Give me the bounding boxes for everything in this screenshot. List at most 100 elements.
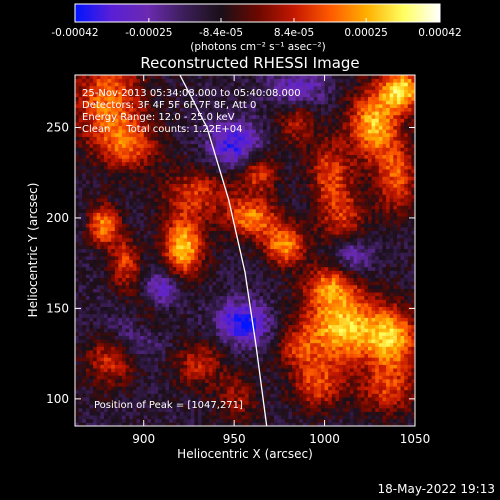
heatmap-cell: [187, 219, 192, 224]
heatmap-cell: [219, 223, 224, 228]
heatmap-cell: [197, 328, 202, 333]
heatmap-cell: [197, 187, 202, 192]
heatmap-cell: [194, 165, 199, 170]
heatmap-cell: [237, 216, 242, 221]
heatmap-cell: [187, 288, 192, 293]
heatmap-cell: [85, 404, 90, 409]
heatmap-cell: [219, 411, 224, 416]
heatmap-cell: [226, 89, 231, 94]
heatmap-cell: [118, 375, 123, 380]
heatmap-cell: [259, 335, 264, 340]
heatmap-cell: [183, 219, 188, 224]
heatmap-cell: [237, 82, 242, 87]
heatmap-cell: [147, 360, 152, 365]
heatmap-cell: [241, 89, 246, 94]
heatmap-cell: [179, 342, 184, 347]
heatmap-cell: [96, 389, 101, 394]
heatmap-cell: [78, 208, 83, 213]
heatmap-cell: [169, 150, 174, 156]
heatmap-cell: [179, 263, 184, 268]
heatmap-cell: [107, 393, 112, 398]
heatmap-cell: [150, 350, 155, 355]
heatmap-cell: [208, 93, 213, 98]
heatmap-cell: [179, 226, 184, 231]
heatmap-cell: [216, 125, 221, 130]
heatmap-cell: [197, 100, 202, 105]
heatmap-cell: [176, 198, 181, 203]
heatmap-cell: [140, 212, 145, 217]
heatmap-cell: [190, 339, 195, 344]
heatmap-cell: [176, 147, 181, 152]
heatmap-cell: [96, 114, 101, 119]
heatmap-cell: [187, 357, 192, 362]
heatmap-cell: [100, 147, 105, 152]
heatmap-cell: [169, 125, 174, 130]
heatmap-cell: [179, 382, 184, 387]
heatmap-cell: [169, 299, 174, 304]
heatmap-cell: [230, 103, 235, 108]
heatmap-cell: [125, 93, 130, 98]
heatmap-cell: [223, 263, 228, 268]
heatmap-cell: [230, 194, 235, 199]
heatmap-cell: [255, 208, 260, 213]
heatmap-cell: [103, 284, 108, 289]
heatmap-cell: [103, 140, 108, 145]
heatmap-cell: [114, 140, 119, 145]
heatmap-cell: [96, 136, 101, 141]
heatmap-cell: [114, 198, 119, 203]
heatmap-cell: [150, 122, 155, 127]
heatmap-cell: [75, 274, 80, 279]
heatmap-cell: [161, 386, 166, 391]
heatmap-cell: [197, 226, 202, 231]
heatmap-cell: [122, 183, 127, 188]
heatmap-cell: [103, 270, 108, 275]
heatmap-cell: [190, 324, 195, 329]
heatmap-cell: [161, 161, 166, 166]
heatmap-cell: [234, 378, 239, 383]
heatmap-cell: [96, 415, 101, 420]
heatmap-cell: [252, 371, 257, 376]
heatmap-cell: [179, 321, 184, 326]
heatmap-cell: [226, 140, 231, 145]
heatmap-cell: [82, 284, 87, 289]
heatmap-cell: [169, 368, 174, 373]
heatmap-cell: [136, 422, 141, 427]
heatmap-cell: [230, 252, 235, 257]
heatmap-cell: [248, 143, 253, 148]
heatmap-cell: [208, 404, 213, 409]
heatmap-cell: [82, 194, 87, 199]
heatmap-cell: [85, 292, 90, 297]
heatmap-cell: [205, 172, 210, 177]
heatmap-cell: [82, 201, 87, 206]
heatmap-cell: [96, 270, 101, 275]
heatmap-cell: [96, 299, 101, 304]
heatmap-cell: [125, 205, 130, 210]
heatmap-cell: [208, 161, 213, 166]
heatmap-cell: [103, 96, 108, 101]
heatmap-cell: [208, 194, 213, 199]
heatmap-cell: [93, 122, 98, 127]
heatmap-cell: [183, 418, 188, 423]
heatmap-cell: [248, 422, 253, 427]
heatmap-cell: [212, 310, 217, 315]
heatmap-cell: [103, 111, 108, 116]
heatmap-cell: [234, 364, 239, 369]
heatmap-cell: [154, 107, 159, 112]
heatmap-cell: [176, 172, 181, 177]
heatmap-cell: [122, 143, 127, 148]
heatmap-cell: [129, 194, 134, 199]
heatmap-cell: [248, 226, 253, 231]
heatmap-cell: [169, 201, 174, 206]
heatmap-cell: [150, 274, 155, 279]
heatmap-cell: [183, 208, 188, 213]
heatmap-cell: [96, 103, 101, 108]
heatmap-cell: [75, 415, 80, 420]
heatmap-cell: [223, 154, 228, 159]
heatmap-cell: [78, 248, 83, 253]
heatmap-cell: [226, 259, 231, 264]
heatmap-cell: [89, 140, 94, 145]
heatmap-cell: [252, 418, 257, 423]
heatmap-cell: [176, 248, 181, 253]
heatmap-cell: [237, 368, 242, 373]
heatmap-cell: [223, 353, 228, 358]
